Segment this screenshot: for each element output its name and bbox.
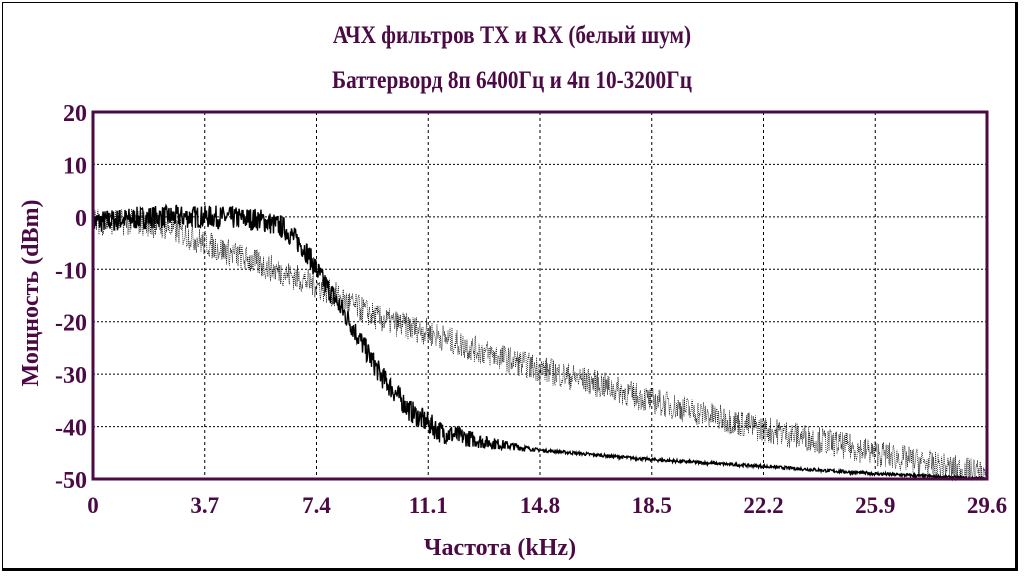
y-tick-label: 20 (63, 101, 87, 127)
chart-title: АЧХ фильтров TX и RX (белый шум) (332, 22, 692, 49)
x-tick-label: 0 (87, 493, 99, 518)
x-tick-labels: 0 3.7 7.4 11.1 14.8 18.5 22.2 25.9 29.6 (87, 493, 1007, 518)
y-tick-label: -10 (55, 258, 87, 284)
chart-subtitle: Баттерворд 8п 6400Гц и 4п 10-3200Гц (332, 67, 692, 94)
y-tick-label: -20 (55, 311, 87, 337)
y-tick-label: 10 (63, 153, 87, 179)
y-tick-labels: 20 10 0 -10 -20 -30 -40 -50 (55, 101, 87, 494)
grid (93, 112, 987, 479)
x-tick-label: 18.5 (632, 493, 672, 518)
plot-area-border (91, 110, 989, 481)
x-tick-label: 11.1 (409, 493, 448, 518)
chart-frame (2, 2, 1018, 571)
y-axis-label: Мощность (dBm) (18, 200, 44, 387)
y-tick-label: -50 (55, 468, 87, 494)
x-tick-label: 29.6 (967, 493, 1007, 518)
x-tick-label: 7.4 (302, 493, 331, 518)
y-tick-label: -30 (55, 363, 87, 389)
x-tick-label: 25.9 (855, 493, 895, 518)
x-tick-label: 22.2 (743, 493, 783, 518)
series-line-1 (92, 203, 988, 482)
series-line-2 (92, 208, 988, 480)
y-tick-label: -40 (55, 416, 87, 442)
series-group (92, 203, 988, 482)
x-tick-label: 3.7 (190, 493, 219, 518)
y-tick-label: 0 (75, 206, 87, 232)
x-axis-label: Частота (kHz) (424, 535, 576, 561)
x-tick-label: 14.8 (520, 493, 560, 518)
